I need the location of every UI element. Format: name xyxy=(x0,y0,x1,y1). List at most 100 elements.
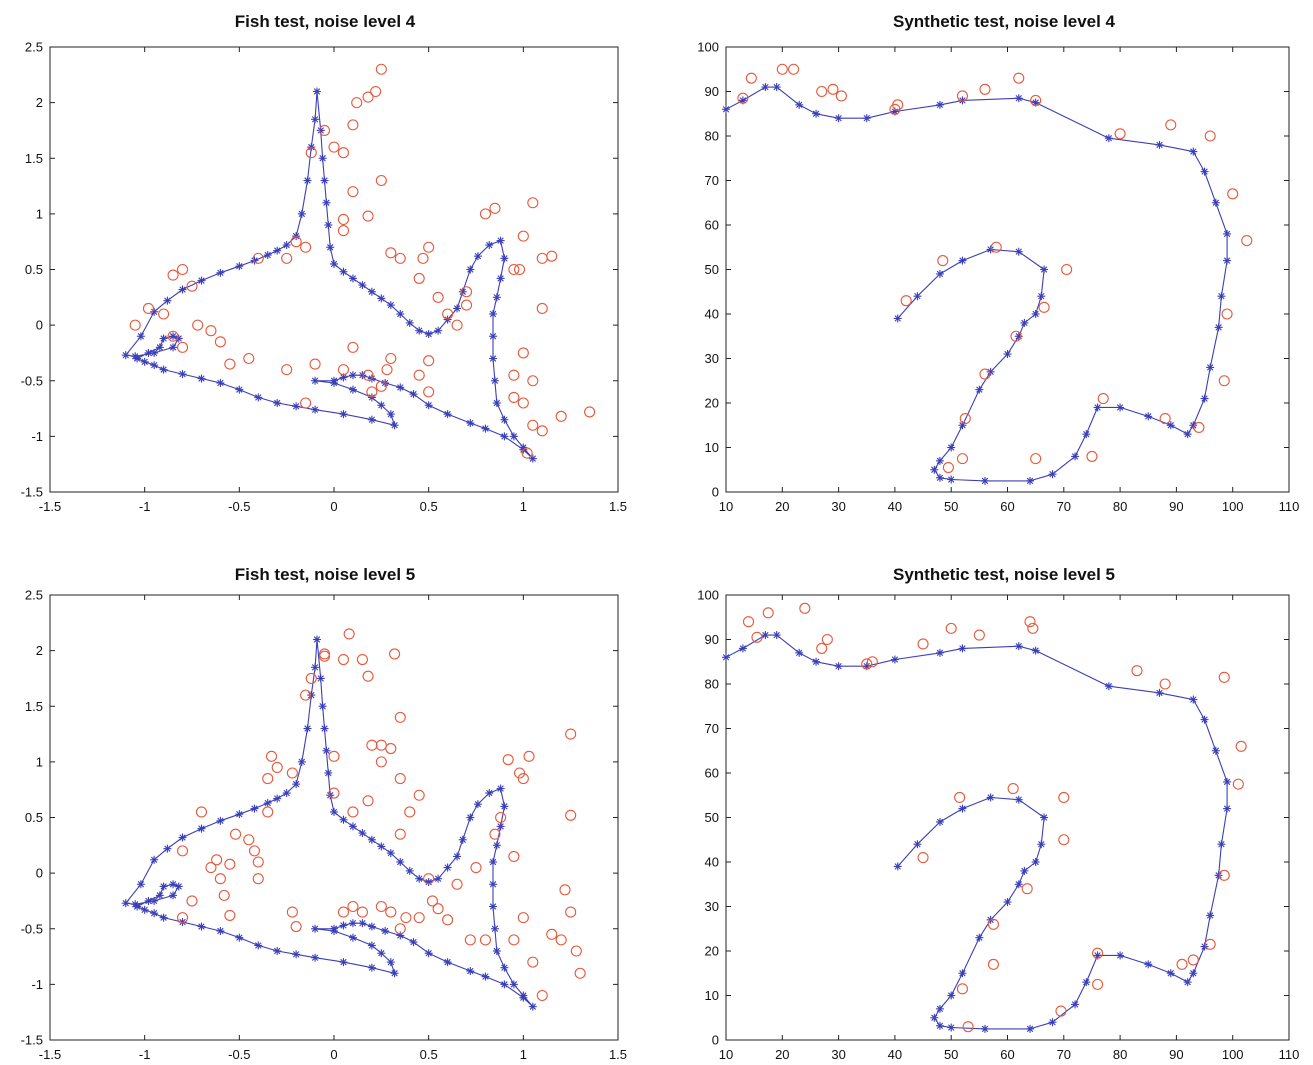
star-marker xyxy=(235,810,244,819)
y-tick-label: 20 xyxy=(705,944,719,959)
star-marker xyxy=(772,83,781,92)
star-marker xyxy=(155,343,164,352)
star-marker xyxy=(890,655,899,664)
panel-synthetic-noise-4: Synthetic test, noise level 4 10 20 30 40 50… xyxy=(657,0,1313,532)
x-tick-label: 60 xyxy=(1000,499,1014,514)
star-marker xyxy=(131,900,140,909)
star-marker xyxy=(466,419,475,428)
circle-marker xyxy=(956,453,969,465)
star-marker xyxy=(324,769,333,777)
star-marker xyxy=(496,822,505,831)
star-marker xyxy=(795,648,804,657)
y-tick-label: 40 xyxy=(705,307,719,322)
star-marker xyxy=(492,399,501,407)
star-marker xyxy=(1166,421,1175,430)
circle-marker xyxy=(265,750,278,762)
star-marker xyxy=(386,849,395,858)
circle-marker xyxy=(479,208,492,220)
circle-marker xyxy=(1159,413,1171,425)
x-tick-label: 90 xyxy=(1169,499,1183,514)
circle-marker xyxy=(470,862,482,874)
star-marker xyxy=(348,371,357,380)
circle-marker xyxy=(375,900,387,913)
model-curve xyxy=(725,86,1228,482)
star-marker xyxy=(254,941,263,950)
circle-marker xyxy=(413,369,425,381)
star-marker xyxy=(273,246,282,255)
star-marker xyxy=(490,924,499,933)
circle-marker xyxy=(176,341,189,353)
circle-marker xyxy=(375,63,387,75)
star-marker xyxy=(528,454,537,463)
circle-marker xyxy=(394,252,406,264)
circle-marker xyxy=(527,197,539,209)
star-marker xyxy=(935,269,944,278)
star-marker xyxy=(496,236,505,245)
circle-marker xyxy=(861,658,873,670)
star-marker xyxy=(424,878,433,887)
star-marker xyxy=(1116,403,1125,412)
y-tick-label: 0 xyxy=(36,866,43,881)
star-marker xyxy=(1223,229,1232,238)
circle-marker xyxy=(381,364,393,376)
chart-title: Synthetic test, noise level 4 xyxy=(892,12,1116,31)
star-marker xyxy=(986,245,995,254)
star-marker xyxy=(1026,1024,1035,1033)
x-tick-label: 60 xyxy=(1000,1047,1014,1062)
star-marker xyxy=(500,963,509,972)
star-marker xyxy=(197,922,206,931)
star-marker xyxy=(947,443,956,452)
x-tick-label: -1 xyxy=(139,499,151,514)
star-marker xyxy=(396,858,405,866)
circle-marker xyxy=(158,308,170,320)
y-tick-label: 1 xyxy=(36,754,43,769)
circle-marker xyxy=(555,934,567,946)
circle-marker xyxy=(186,895,198,907)
circle-marker xyxy=(413,789,425,801)
star-marker xyxy=(174,882,183,891)
circle-marker xyxy=(423,386,435,398)
circle-marker xyxy=(252,856,264,868)
circle-marker xyxy=(328,750,340,762)
star-marker xyxy=(150,348,159,357)
circle-marker xyxy=(987,918,999,930)
star-marker xyxy=(466,967,475,976)
star-marker xyxy=(1031,646,1040,655)
x-tick-label: 30 xyxy=(831,499,845,514)
star-marker xyxy=(1223,777,1232,786)
plot-frame xyxy=(725,46,1290,493)
circle-marker xyxy=(400,912,412,924)
x-tick-label: 1.5 xyxy=(609,1047,627,1062)
star-marker xyxy=(1082,430,1091,439)
circle-marker xyxy=(959,413,971,425)
circle-marker xyxy=(205,862,217,874)
circle-marker xyxy=(1114,128,1126,140)
circle-marker xyxy=(337,653,350,666)
circle-marker xyxy=(1030,453,1042,465)
circle-marker xyxy=(555,410,567,422)
star-marker xyxy=(1206,911,1215,920)
star-marker xyxy=(424,401,433,410)
star-marker xyxy=(489,880,498,889)
star-marker xyxy=(150,855,159,864)
circle-marker xyxy=(214,873,226,885)
star-marker xyxy=(197,276,206,285)
star-marker xyxy=(490,376,499,385)
circle-marker xyxy=(243,352,255,365)
star-marker xyxy=(381,926,390,935)
star-marker xyxy=(761,83,770,92)
circle-marker xyxy=(987,958,999,970)
star-marker xyxy=(473,252,482,261)
y-tick-label: 10 xyxy=(705,440,719,455)
circle-marker xyxy=(1235,740,1247,752)
x-tick-label: 0 xyxy=(330,499,337,514)
star-marker xyxy=(415,874,424,883)
star-marker xyxy=(292,950,301,959)
circle-marker xyxy=(142,302,155,314)
circle-marker xyxy=(318,648,331,660)
star-marker xyxy=(273,947,282,955)
star-marker xyxy=(1014,880,1023,889)
circle-marker xyxy=(442,308,454,320)
circle-marker xyxy=(1092,947,1104,959)
star-marker xyxy=(358,919,367,928)
